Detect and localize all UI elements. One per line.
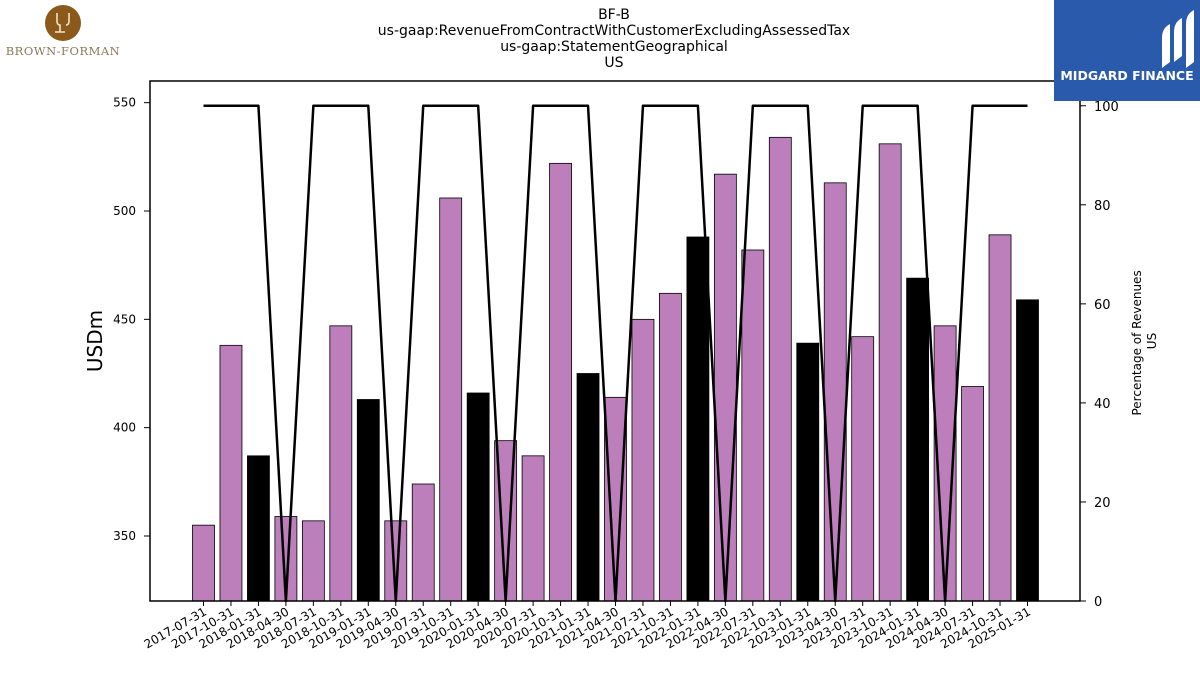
title-line-ticker: BF-B (598, 7, 630, 23)
y2-tick-label-80: 80 (1094, 199, 1111, 214)
bar-2023-01-31 (796, 342, 820, 602)
title-line-axis: us-gaap:StatementGeographical (500, 39, 728, 55)
bar-2020-07-31 (521, 455, 545, 602)
bar-2019-10-31 (439, 197, 463, 602)
brown-forman-logo-text: BROWN-FORMAN (5, 44, 121, 58)
y-tick-label-350: 350 (113, 529, 136, 543)
bar-2018-07-31 (301, 520, 325, 602)
bar-2024-01-31 (906, 277, 930, 602)
bar-2021-10-31 (659, 292, 682, 602)
bar-2024-07-31 (961, 386, 984, 602)
title-line-concept: us-gaap:RevenueFromContractWithCustomerE… (377, 23, 851, 39)
bar-2021-04-30 (604, 396, 627, 602)
bar-2019-01-31 (356, 399, 380, 602)
bar-2017-10-31 (219, 344, 243, 602)
bar-2021-07-31 (631, 318, 655, 602)
bar-2025-01-31 (1016, 299, 1039, 602)
y2-tick-label-40: 40 (1094, 397, 1111, 412)
brown-forman-emblem-icon (45, 5, 81, 41)
bar-2018-10-31 (329, 325, 353, 602)
y-tick-label-500: 500 (113, 204, 136, 218)
bar-2023-04-30 (823, 182, 847, 602)
bar-2022-10-31 (768, 136, 792, 602)
y-tick-label-400: 400 (113, 421, 136, 435)
y-axis-label: USDm (83, 310, 107, 372)
y2-axis-label-line-1: Percentage of Revenues (1130, 270, 1144, 415)
bar-2020-10-31 (549, 162, 572, 602)
y-tick-label-450: 450 (113, 312, 136, 326)
y2-axis-label: Percentage of Revenues US (1130, 266, 1159, 415)
bar-2017-07-31 (192, 524, 215, 602)
bar-2022-07-31 (741, 249, 765, 602)
midgard-finance-logo: MIDGARD FINANCE (1054, 0, 1200, 101)
bar-2020-01-31 (466, 392, 490, 602)
y2-tick-label-0: 0 (1094, 595, 1102, 610)
title-line-member: US (604, 55, 624, 71)
y2-tick-label-20: 20 (1094, 496, 1111, 511)
bar-2023-07-31 (851, 336, 875, 602)
bar-2021-01-31 (576, 373, 600, 602)
bar-2018-01-31 (247, 455, 270, 602)
midgard-finance-logo-text: MIDGARD FINANCE (1060, 68, 1194, 83)
bar-2022-04-30 (713, 173, 737, 602)
bar-2022-01-31 (686, 236, 710, 602)
chart-title: BF-B us-gaap:RevenueFromContractWithCust… (314, 7, 914, 71)
bar-2019-07-31 (411, 483, 435, 602)
bar-2024-10-31 (988, 234, 1012, 602)
brown-forman-logo: BROWN-FORMAN (0, 0, 130, 70)
midgard-emblem-icon (1162, 10, 1194, 68)
y2-tick-label-60: 60 (1094, 298, 1111, 313)
y-tick-label-550: 550 (113, 96, 136, 110)
bars-group (192, 136, 1039, 602)
y2-tick-label-100: 100 (1094, 100, 1119, 115)
bar-2023-10-31 (878, 143, 902, 602)
y2-axis-label-line-2: US (1145, 333, 1159, 349)
